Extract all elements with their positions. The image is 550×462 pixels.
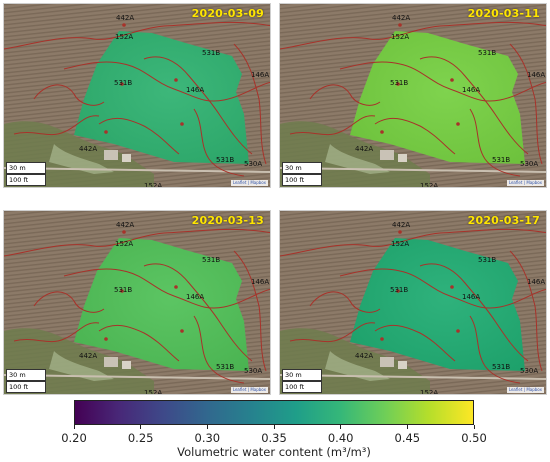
colorbar-tick: [340, 425, 342, 429]
soil-unit-label: 531B: [390, 286, 409, 294]
soil-unit-label: 531B: [202, 256, 221, 264]
colorbar-tick: [406, 425, 408, 429]
colorbar-tick: [473, 425, 475, 429]
soil-unit-label: 146A: [186, 86, 205, 94]
soil-unit-label: 442A: [355, 352, 374, 360]
colorbar-tick-label: 0.30: [194, 431, 221, 445]
colorbar-tick-label: 0.45: [394, 431, 421, 445]
colorbar: 0.20 0.25 0.30 0.35 0.40 0.45 0.50 Volumetric …: [61, 400, 487, 460]
soil-unit-label: 531B: [216, 363, 235, 371]
colorbar-tick: [273, 425, 275, 429]
colorbar-tick-label: 0.50: [461, 431, 487, 445]
aerial-map: [4, 211, 270, 394]
soil-unit-label: 152A: [391, 33, 410, 41]
soil-unit-label: 146A: [527, 278, 546, 286]
colorbar-tick-label: 0.25: [127, 431, 154, 445]
colorbar-tick-label: 0.35: [261, 431, 287, 445]
scale-bar-meters: 30 m: [6, 162, 46, 174]
date-label: 2020-03-17: [467, 214, 540, 227]
map-panel-2: 2020-03-11 442A 152A 531B 531B 146A 146A 531B 44…: [279, 3, 547, 188]
soil-unit-label: 146A: [462, 86, 481, 94]
soil-unit-label: 152A: [420, 182, 439, 188]
colorbar-tick: [206, 425, 208, 429]
soil-unit-label: 146A: [251, 71, 270, 79]
scale-bar-meters: 30 m: [6, 369, 46, 381]
colorbar-tick: [73, 425, 75, 429]
soil-unit-label: 442A: [79, 145, 98, 153]
soil-unit-label: 442A: [79, 352, 98, 360]
soil-unit-label: 531B: [114, 79, 133, 87]
colorbar-tick-label: 0.20: [61, 431, 87, 445]
soil-unit-label: 530A: [520, 160, 539, 168]
soil-unit-label: 152A: [144, 389, 163, 395]
colorbar-tick-label: 0.40: [327, 431, 354, 445]
soil-unit-label: 531B: [492, 156, 511, 164]
soil-unit-label: 146A: [462, 293, 481, 301]
soil-unit-label: 531B: [478, 256, 497, 264]
date-label: 2020-03-09: [191, 7, 264, 20]
soil-unit-label: 531B: [478, 49, 497, 57]
map-attribution-link[interactable]: Leaflet | Mapbox: [230, 387, 268, 393]
soil-unit-label: 146A: [251, 278, 270, 286]
soil-unit-label: 152A: [391, 240, 410, 248]
soil-unit-label: 152A: [115, 33, 134, 41]
colorbar-tick: [140, 425, 142, 429]
soil-unit-label: 152A: [115, 240, 134, 248]
soil-unit-label: 531B: [202, 49, 221, 57]
soil-unit-label: 530A: [520, 367, 539, 375]
soil-unit-label: 442A: [392, 221, 411, 229]
soil-unit-label: 531B: [390, 79, 409, 87]
soil-unit-label: 146A: [527, 71, 546, 79]
soil-unit-label: 152A: [144, 182, 163, 188]
soil-unit-label: 531B: [114, 286, 133, 294]
soil-unit-label: 442A: [116, 14, 135, 22]
aerial-map: [4, 4, 270, 187]
soil-unit-label: 530A: [244, 160, 263, 168]
date-label: 2020-03-11: [467, 7, 540, 20]
scale-bar-meters: 30 m: [282, 162, 322, 174]
soil-unit-label: 442A: [355, 145, 374, 153]
map-attribution-link[interactable]: Leaflet | Mapbox: [506, 387, 544, 393]
map-panel-4: 2020-03-17 442A 152A 531B 531B 146A 146A 531B 44…: [279, 210, 547, 395]
map-attribution-link[interactable]: Leaflet | Mapbox: [230, 180, 268, 186]
soil-unit-label: 530A: [244, 367, 263, 375]
scale-bar-feet: 100 ft: [282, 381, 322, 393]
colorbar-title: Volumetric water content (m³/m³): [177, 445, 371, 459]
map-panel-3: 2020-03-13 442A 152A 531B 531B 146A 146A 531B 44…: [3, 210, 271, 395]
date-label: 2020-03-13: [191, 214, 264, 227]
scale-bar-feet: 100 ft: [282, 174, 322, 186]
soil-unit-label: 152A: [420, 389, 439, 395]
scale-bar-feet: 100 ft: [6, 174, 46, 186]
soil-unit-label: 442A: [116, 221, 135, 229]
map-panel-1: 2020-03-09 442A 152A 531B 531B 146A 146A 531B 44…: [3, 3, 271, 188]
soil-unit-label: 442A: [392, 14, 411, 22]
aerial-map: [280, 211, 546, 394]
colorbar-gradient: [74, 400, 474, 425]
map-attribution-link[interactable]: Leaflet | Mapbox: [506, 180, 544, 186]
soil-unit-label: 146A: [186, 293, 205, 301]
soil-unit-label: 531B: [492, 363, 511, 371]
soil-unit-label: 531B: [216, 156, 235, 164]
scale-bar-meters: 30 m: [282, 369, 322, 381]
scale-bar-feet: 100 ft: [6, 381, 46, 393]
